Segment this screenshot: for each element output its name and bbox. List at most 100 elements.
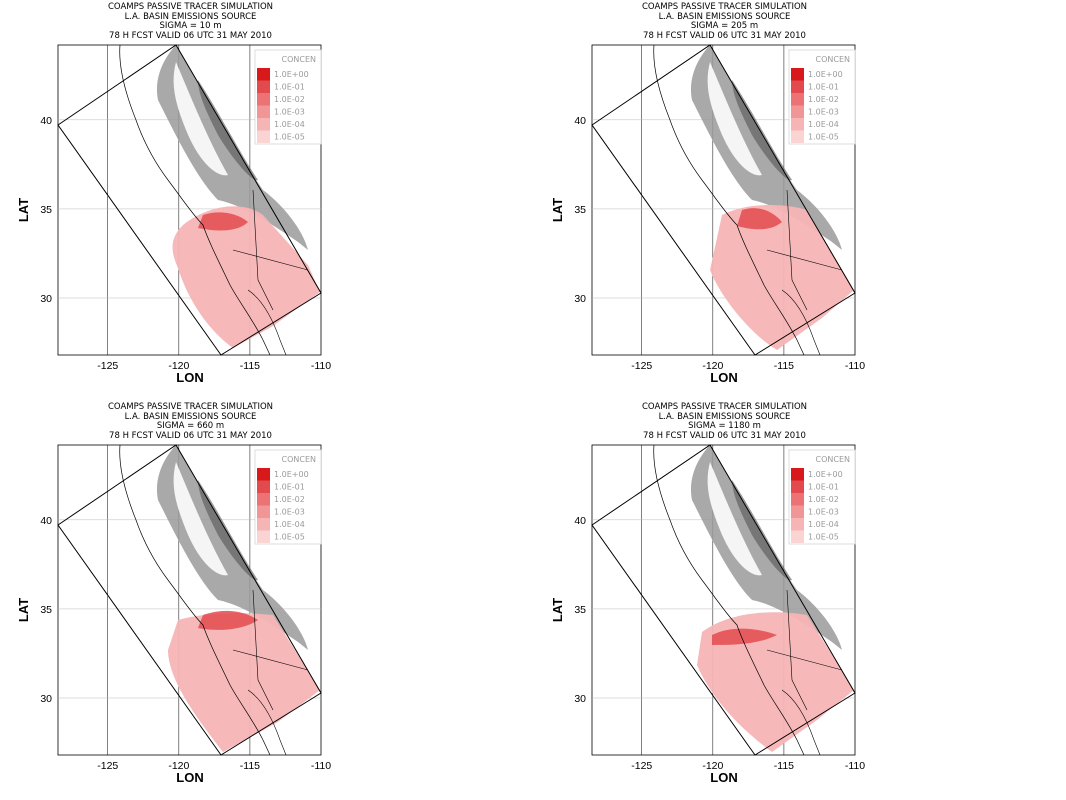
sierra-ridge	[198, 480, 258, 581]
state-border	[252, 189, 274, 311]
map-layers	[57, 44, 322, 356]
map-plot: CONCEN 1.0E+00 1.0E-01 1.0E-02 1.0E-03 1.0E-0…	[550, 444, 865, 785]
legend-label: 1.0E-03	[808, 108, 839, 117]
legend-swatch	[257, 468, 270, 481]
panel-title-line4: 78 H FCST VALID 06 UTC 31 MAY 2010	[109, 430, 272, 441]
y-tick-label: 30	[574, 293, 586, 305]
legend-swatch	[791, 68, 804, 81]
us-mexico-border	[766, 649, 843, 671]
legend-swatch	[791, 493, 804, 506]
legend-swatch	[257, 93, 270, 106]
legend-swatch	[257, 80, 270, 93]
tracer-core	[198, 212, 248, 231]
legend-label: 1.0E-05	[808, 533, 839, 542]
legend-swatch	[257, 130, 270, 143]
legend-label: 1.0E-01	[808, 483, 839, 492]
x-axis-label: LON	[176, 770, 203, 785]
legend-label: 1.0E-01	[274, 83, 305, 92]
y-tick-label: 40	[574, 115, 586, 127]
tracer-core	[198, 610, 258, 630]
legend-label: 1.0E-04	[274, 520, 305, 529]
y-axis-label: LAT	[550, 598, 565, 622]
legend-swatch	[257, 505, 270, 518]
legend-label: 1.0E-02	[274, 495, 305, 504]
legend-swatch	[791, 105, 804, 118]
legend-swatch	[791, 505, 804, 518]
state-border	[252, 589, 274, 711]
y-tick-label: 35	[574, 204, 586, 216]
us-mexico-border	[232, 649, 309, 671]
legend-label: 1.0E+00	[808, 470, 843, 479]
panel-title-line2: L.A. BASIN EMISSIONS SOURCE	[658, 411, 791, 422]
coastline	[653, 444, 805, 756]
legend-label: 1.0E-02	[808, 495, 839, 504]
x-axis-label: LON	[710, 370, 737, 385]
x-tick-label: -115	[240, 760, 260, 772]
gulf-coastline	[247, 689, 287, 756]
coastline	[119, 44, 271, 356]
gulf-coastline	[247, 289, 287, 356]
gulf-coastline	[781, 689, 821, 756]
legend-label: 1.0E-02	[808, 95, 839, 104]
legend-swatch	[791, 93, 804, 106]
legend-title: CONCEN	[816, 55, 851, 64]
legend-swatch	[257, 118, 270, 131]
central-valley	[707, 462, 762, 576]
legend-label: 1.0E+00	[808, 70, 843, 79]
x-tick-label: -120	[702, 360, 723, 372]
legend-swatch	[791, 130, 804, 143]
legend-label: 1.0E-05	[274, 533, 305, 542]
x-axis-label: LON	[176, 370, 203, 385]
panel-title-line2: L.A. BASIN EMISSIONS SOURCE	[124, 11, 257, 22]
legend-label: 1.0E-04	[808, 120, 839, 129]
legend: CONCEN 1.0E+00 1.0E-01 1.0E-02 1.0E-03 1.0E-0…	[788, 49, 856, 145]
legend-title: CONCEN	[282, 55, 317, 64]
legend: CONCEN 1.0E+00 1.0E-01 1.0E-02 1.0E-03 1.0E-0…	[788, 449, 856, 545]
panel-title-line3: SIGMA = 660 m	[156, 421, 225, 431]
central-valley	[707, 62, 762, 176]
x-tick-label: -120	[168, 760, 189, 772]
model-domain-outline	[591, 444, 856, 756]
model-domain-outline	[57, 44, 322, 356]
x-tick-label: -110	[845, 760, 865, 772]
y-tick-label: 30	[574, 693, 586, 705]
legend-label: 1.0E-03	[274, 108, 305, 117]
map-panel-2: COAMPS PASSIVE TRACER SIMULATION L.A. BA…	[550, 0, 912, 400]
x-tick-label: -115	[774, 360, 794, 372]
legend-label: 1.0E-03	[274, 508, 305, 517]
legend-swatch	[257, 105, 270, 118]
us-mexico-border	[232, 249, 309, 271]
central-valley	[173, 62, 228, 176]
map-plot: CONCEN 1.0E+00 1.0E-01 1.0E-02 1.0E-03 1.0E-0…	[16, 444, 331, 785]
panel-title-line3: SIGMA = 10 m	[159, 21, 222, 31]
y-tick-label: 35	[574, 604, 586, 616]
tracer-core	[712, 628, 777, 645]
panel-title-line4: 78 H FCST VALID 06 UTC 31 MAY 2010	[643, 430, 806, 441]
sierra-ridge	[732, 80, 792, 181]
map-plot: CONCEN 1.0E+00 1.0E-01 1.0E-02 1.0E-03 1.0E-0…	[550, 44, 865, 385]
tracer-plume	[697, 612, 854, 752]
legend-swatch	[257, 68, 270, 81]
legend-swatch	[791, 518, 804, 531]
panel-title-line1: COAMPS PASSIVE TRACER SIMULATION	[641, 402, 808, 412]
y-tick-label: 35	[40, 204, 52, 216]
legend-title: CONCEN	[282, 455, 317, 464]
x-tick-label: -125	[631, 760, 652, 772]
x-tick-label: -125	[631, 360, 652, 372]
panel-title-line2: L.A. BASIN EMISSIONS SOURCE	[658, 11, 791, 22]
legend-label: 1.0E-05	[808, 133, 839, 142]
legend-label: 1.0E+00	[274, 70, 309, 79]
y-tick-label: 35	[40, 604, 52, 616]
central-valley	[173, 462, 228, 576]
legend-label: 1.0E-05	[274, 133, 305, 142]
legend-label: 1.0E+00	[274, 470, 309, 479]
state-border	[786, 189, 808, 311]
x-axis-label: LON	[710, 770, 737, 785]
panel-title-line2: L.A. BASIN EMISSIONS SOURCE	[124, 411, 257, 422]
panel-title-line1: COAMPS PASSIVE TRACER SIMULATION	[107, 2, 274, 12]
coastline	[653, 44, 805, 356]
x-tick-label: -115	[240, 360, 260, 372]
y-axis-label: LAT	[16, 598, 31, 622]
panel-title-line4: 78 H FCST VALID 06 UTC 31 MAY 2010	[109, 30, 272, 41]
x-tick-label: -110	[845, 360, 865, 372]
